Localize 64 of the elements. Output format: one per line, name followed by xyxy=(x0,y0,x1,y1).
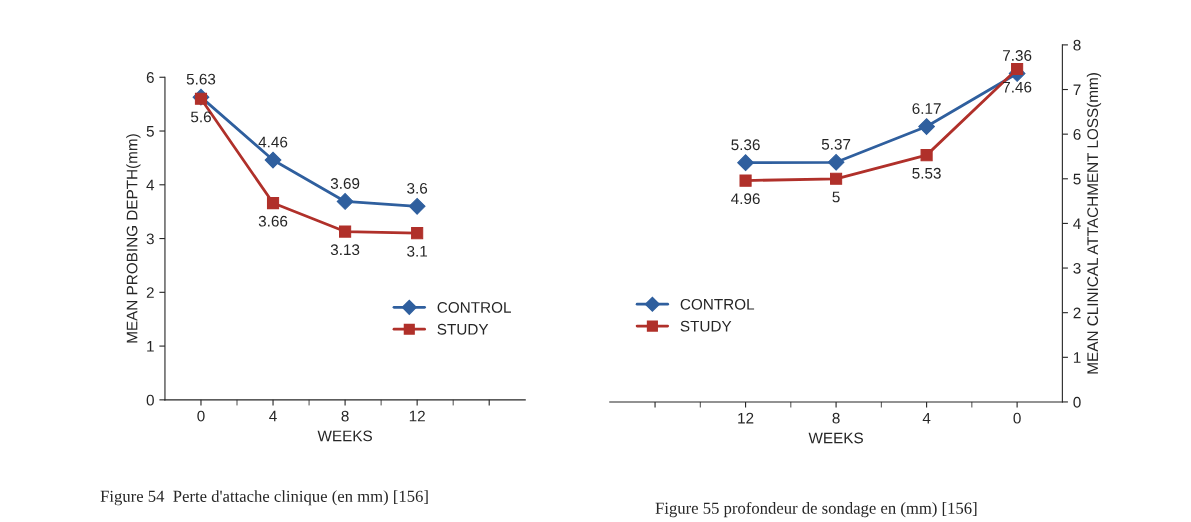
y-tick-label: 1 xyxy=(147,341,154,352)
y-tick-label: 2 xyxy=(146,287,154,298)
data-label: 3.69 xyxy=(330,178,360,189)
data-label: 4.46 xyxy=(258,136,288,148)
data-label: 5.63 xyxy=(186,73,216,85)
point xyxy=(830,172,843,185)
x-tick-label: 0 xyxy=(197,410,205,422)
y2-tick-label: 5 xyxy=(1073,173,1081,185)
point xyxy=(264,151,282,169)
y2-tick-label: 0 xyxy=(1073,396,1081,408)
y2-tick-label: 2 xyxy=(1073,307,1081,319)
point xyxy=(920,149,933,162)
legend-label: STUDY xyxy=(680,320,732,332)
y2-tick-label: 7 xyxy=(1073,84,1081,96)
data-label: 7.36 xyxy=(1003,50,1032,61)
point xyxy=(827,153,845,171)
y2-tick-label: 8 xyxy=(1073,39,1081,51)
x-axis-title: WEEKS xyxy=(808,432,863,444)
x-tick-label: 4 xyxy=(922,412,931,424)
point xyxy=(1011,62,1024,76)
y-tick-label: 6 xyxy=(146,72,154,83)
data-label: 4.96 xyxy=(731,193,760,205)
data-label: 3.1 xyxy=(407,245,428,257)
y2-axis-title: MEAN CLINICAL ATTACHMENT LOSS(mm) xyxy=(1086,73,1102,374)
data-label: 3.13 xyxy=(330,244,360,256)
y-tick-label: 5 xyxy=(146,126,154,137)
data-label: 5.36 xyxy=(731,139,760,151)
data-label: 5.6 xyxy=(190,111,211,123)
y2-tick-label: 6 xyxy=(1073,129,1081,140)
y-axis-title: MEAN PROBING DEPTH(mm) xyxy=(126,134,141,343)
y-tick-label: 3 xyxy=(146,233,154,245)
point xyxy=(194,92,208,105)
legend-label: STUDY xyxy=(437,323,489,335)
caption: Figure 55 profondeur de sondage en (mm) [156] xyxy=(655,501,977,518)
x-tick-label: 8 xyxy=(832,412,840,424)
data-label: 7.46 xyxy=(1003,81,1032,93)
data-label: 3.66 xyxy=(258,215,288,227)
x-tick-label: 4 xyxy=(269,410,277,422)
x-tick-label: 0 xyxy=(1013,412,1021,424)
legend-label: CONTROL xyxy=(437,301,511,313)
x-tick-label: 12 xyxy=(409,410,425,422)
point xyxy=(411,227,424,240)
data-label: 6.17 xyxy=(912,103,941,114)
caption: Figure 54 Perte d'attache clinique (en mm) [156] xyxy=(100,490,428,506)
point xyxy=(408,197,426,215)
data-label: 5.53 xyxy=(912,167,941,179)
y2-tick-label: 4 xyxy=(1073,218,1081,229)
x-axis-title: WEEKS xyxy=(317,430,372,442)
point xyxy=(739,174,752,187)
data-label: 5.37 xyxy=(821,138,851,150)
point xyxy=(918,118,935,135)
data-label: 5 xyxy=(832,191,840,203)
y2-tick-label: 1 xyxy=(1073,352,1081,363)
point xyxy=(339,225,352,238)
y-tick-label: 4 xyxy=(146,179,155,191)
point xyxy=(737,154,754,172)
data-label: 3.6 xyxy=(407,182,428,194)
y-tick-label: 0 xyxy=(146,394,154,406)
x-tick-label: 12 xyxy=(738,412,754,424)
y2-tick-label: 3 xyxy=(1073,262,1081,274)
point xyxy=(336,193,354,210)
legend-label: CONTROL xyxy=(680,298,755,310)
x-tick-label: 8 xyxy=(341,410,349,422)
point xyxy=(266,196,280,210)
